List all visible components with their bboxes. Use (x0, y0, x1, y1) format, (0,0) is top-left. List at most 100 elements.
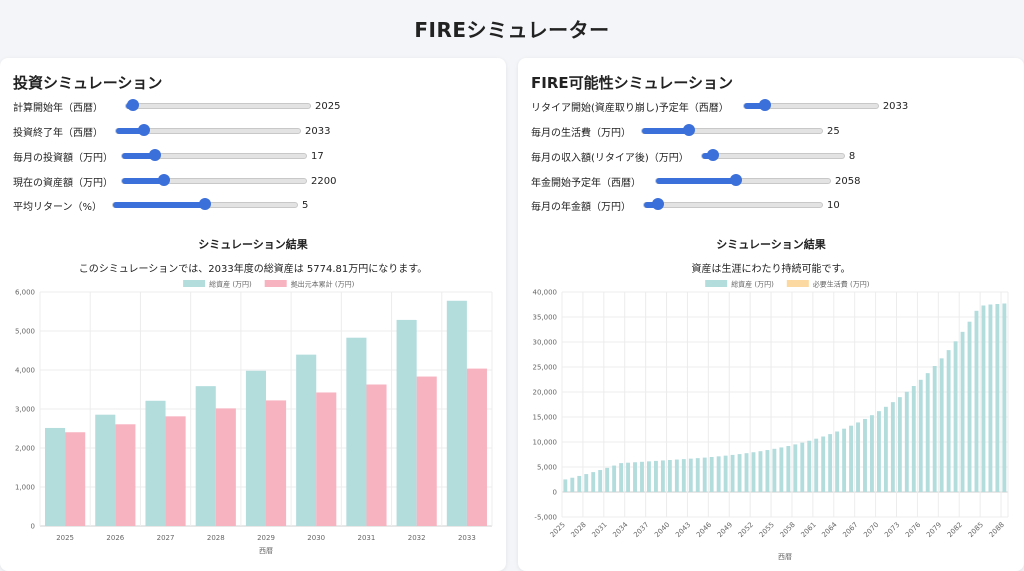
bar[interactable] (65, 432, 86, 526)
bar[interactable] (779, 447, 784, 492)
bar[interactable] (346, 337, 367, 526)
bar[interactable] (195, 386, 216, 526)
end-year-slider[interactable] (115, 124, 301, 136)
bar[interactable] (988, 304, 993, 493)
bar[interactable] (849, 425, 853, 492)
slider-thumb[interactable] (199, 198, 212, 210)
bar[interactable] (446, 300, 467, 526)
bar[interactable] (695, 458, 700, 492)
bar[interactable] (145, 400, 166, 526)
bar[interactable] (266, 400, 287, 526)
bar[interactable] (598, 470, 603, 492)
slider-thumb[interactable] (730, 174, 743, 186)
bar[interactable] (904, 391, 909, 492)
bar[interactable] (876, 411, 881, 492)
legend-swatch[interactable] (183, 280, 206, 287)
bar[interactable] (316, 392, 337, 526)
bar[interactable] (967, 321, 972, 492)
bar[interactable] (751, 452, 756, 492)
legend-label[interactable]: 総資産 (万円) (209, 280, 252, 289)
bar[interactable] (577, 475, 582, 492)
bar[interactable] (716, 456, 721, 492)
bar[interactable] (296, 354, 317, 526)
bar[interactable] (115, 424, 136, 526)
bar[interactable] (647, 461, 651, 492)
pension-start-slider[interactable] (655, 174, 831, 186)
slider-thumb[interactable] (682, 124, 695, 136)
bar[interactable] (667, 460, 672, 492)
bar[interactable] (953, 341, 958, 492)
bar[interactable] (925, 373, 930, 492)
bar[interactable] (396, 319, 417, 526)
bar[interactable] (619, 463, 624, 492)
bar[interactable] (800, 442, 805, 492)
bar[interactable] (772, 448, 777, 492)
monthly-investment-slider[interactable] (121, 149, 307, 161)
bar[interactable] (165, 416, 186, 526)
bar[interactable] (744, 453, 749, 492)
bar[interactable] (95, 414, 116, 526)
bar[interactable] (981, 305, 986, 493)
bar[interactable] (870, 415, 874, 492)
bar[interactable] (416, 376, 437, 526)
legend-swatch[interactable] (786, 280, 809, 287)
bar[interactable] (814, 438, 819, 492)
slider-thumb[interactable] (707, 149, 720, 161)
bar[interactable] (856, 422, 860, 492)
bar[interactable] (466, 368, 487, 526)
bar[interactable] (366, 384, 387, 526)
bar[interactable] (591, 472, 596, 492)
current-assets-slider[interactable] (121, 174, 307, 186)
bar[interactable] (842, 428, 847, 492)
legend-label[interactable]: 必要生活費 (万円) (813, 280, 870, 289)
bar[interactable] (786, 446, 791, 492)
bar[interactable] (918, 379, 923, 492)
bar[interactable] (245, 370, 266, 526)
bar[interactable] (960, 331, 965, 492)
slider-thumb[interactable] (137, 124, 150, 136)
pension-amount-slider[interactable] (643, 198, 823, 210)
bar[interactable] (709, 457, 714, 492)
monthly-income-slider[interactable] (700, 149, 845, 161)
bar[interactable] (765, 450, 770, 492)
bar[interactable] (605, 467, 610, 492)
bar[interactable] (863, 418, 867, 492)
bar[interactable] (974, 310, 979, 492)
bar[interactable] (653, 460, 658, 492)
bar[interactable] (584, 474, 589, 492)
bar[interactable] (758, 451, 763, 492)
retire-year-slider[interactable] (742, 99, 879, 111)
start-year-slider[interactable] (125, 99, 311, 111)
legend-swatch[interactable] (705, 280, 728, 287)
bar[interactable] (821, 436, 826, 493)
bar[interactable] (674, 459, 679, 492)
average-return-slider[interactable] (112, 198, 299, 210)
bar[interactable] (897, 397, 902, 492)
bar[interactable] (570, 477, 575, 492)
bar[interactable] (612, 465, 617, 492)
bar[interactable] (1002, 303, 1007, 493)
slider-thumb[interactable] (127, 99, 140, 111)
slider-thumb[interactable] (652, 198, 665, 210)
bar[interactable] (793, 444, 798, 492)
bar[interactable] (681, 459, 686, 492)
bar[interactable] (215, 408, 236, 526)
bar[interactable] (633, 462, 637, 492)
bar[interactable] (946, 350, 951, 492)
bar[interactable] (737, 454, 742, 492)
bar[interactable] (660, 460, 665, 492)
bar[interactable] (932, 366, 937, 492)
bar[interactable] (835, 431, 840, 493)
legend-label[interactable]: 拠出元本累計 (万円) (291, 280, 355, 289)
bar[interactable] (995, 304, 1000, 492)
legend-swatch[interactable] (264, 280, 287, 287)
bar[interactable] (883, 406, 888, 492)
bar[interactable] (640, 461, 644, 492)
legend-label[interactable]: 総資産 (万円) (731, 280, 774, 289)
bar[interactable] (730, 454, 735, 492)
bar[interactable] (626, 462, 630, 492)
bar[interactable] (45, 427, 66, 526)
slider-thumb[interactable] (158, 174, 171, 186)
bar[interactable] (890, 402, 895, 492)
slider-thumb[interactable] (759, 99, 772, 111)
